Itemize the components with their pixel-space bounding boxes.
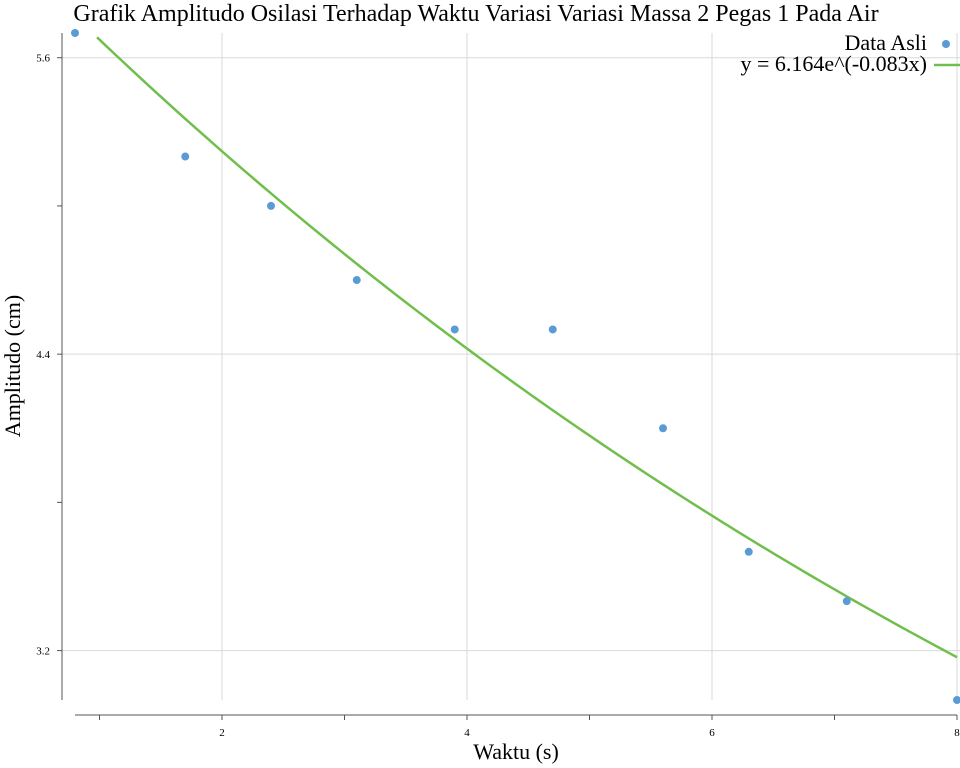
fit-layer [96, 36, 958, 659]
axes-layer [61, 33, 957, 716]
data-point [953, 696, 960, 704]
data-point [744, 547, 753, 556]
data-point [71, 29, 79, 37]
ticks-layer: 2 4 6 8 3.2 4.4 5.6 [36, 53, 960, 739]
data-point [267, 201, 275, 210]
y-axis-label: Amplitudo (cm) [0, 295, 25, 437]
data-point [352, 276, 361, 285]
data-point [548, 325, 557, 334]
x-axis-label: Waktu (s) [473, 739, 559, 764]
data-point [450, 325, 459, 334]
x-tick-label-2: 2 [219, 727, 225, 739]
x-tick-label-6: 6 [709, 727, 715, 739]
points-layer [71, 29, 960, 704]
data-point [842, 597, 851, 606]
legend-marker-data-asli [942, 40, 950, 48]
fit-curve-line [96, 36, 958, 659]
x-tick-label-8: 8 [954, 727, 960, 739]
legend-label-data-asli: Data Asli [845, 30, 928, 55]
grid-layer [62, 33, 960, 700]
x-tick-label-4: 4 [464, 727, 470, 739]
chart-title: Grafik Amplitudo Osilasi Terhadap Waktu … [73, 1, 878, 27]
legend: Data Asli y = 6.164e^(-0.083x) [741, 30, 960, 76]
y-tick-label-3.2: 3.2 [36, 646, 50, 658]
data-point [181, 152, 190, 161]
y-tick-label-5.6: 5.6 [36, 53, 50, 65]
y-tick-label-4.4: 4.4 [36, 349, 50, 361]
legend-label-fit: y = 6.164e^(-0.083x) [741, 51, 927, 76]
data-point [659, 424, 667, 433]
